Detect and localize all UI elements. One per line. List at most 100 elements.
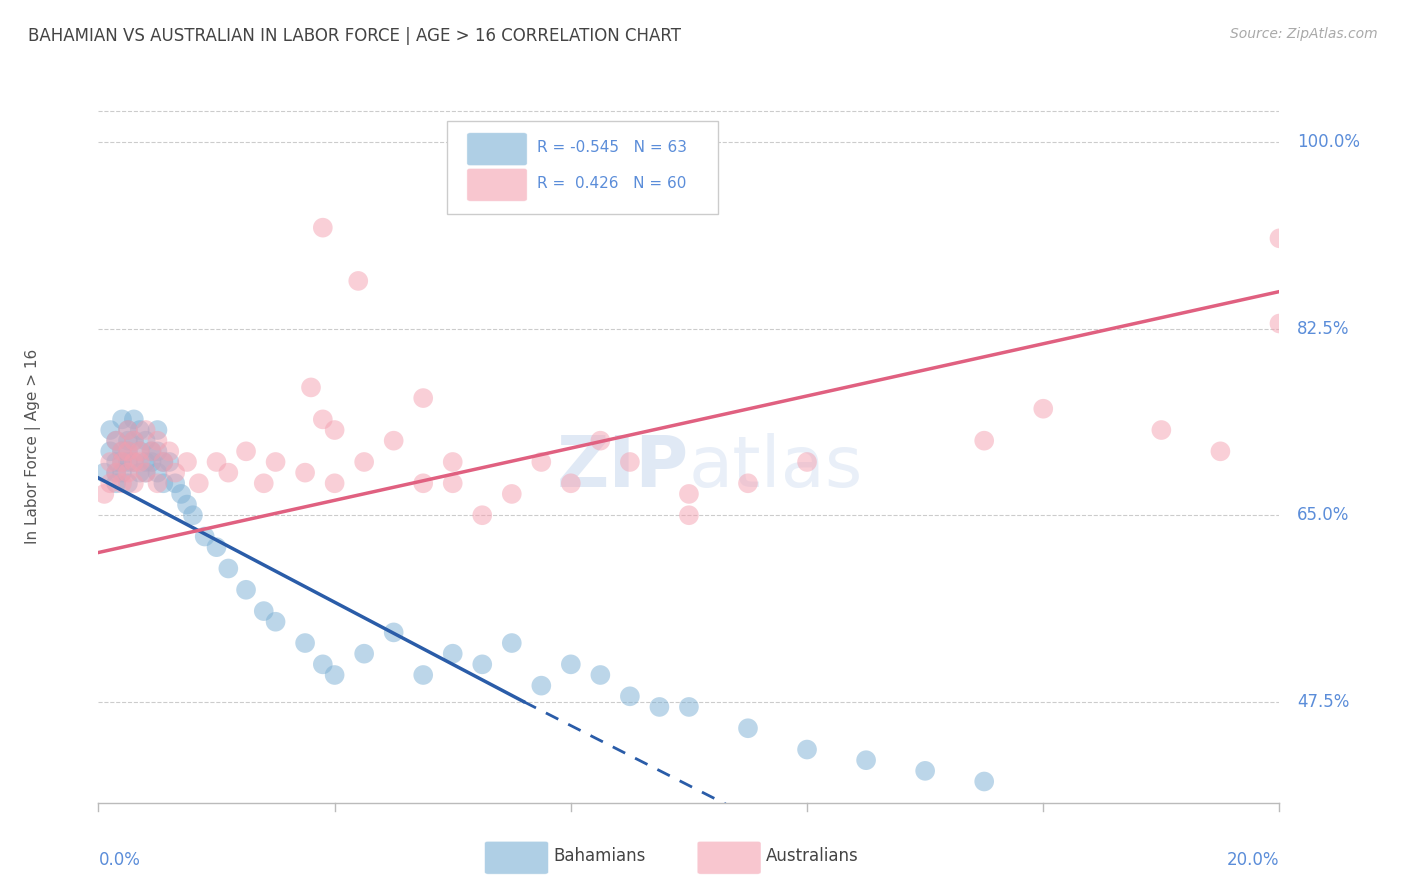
Point [117,476,139,491]
Point [312,657,335,672]
Point [98,444,121,458]
Point [146,444,169,458]
Point [441,455,464,469]
Point [412,476,434,491]
Point [560,476,582,491]
Point [122,455,145,469]
Text: 100.0%: 100.0% [1298,134,1360,152]
Point [382,625,405,640]
Point [441,647,464,661]
Point [111,476,134,491]
Point [117,434,139,448]
Point [157,455,180,469]
Point [294,636,316,650]
Point [1032,401,1054,416]
Point [194,529,217,543]
Point [737,721,759,735]
Point [165,476,187,491]
FancyBboxPatch shape [447,121,718,214]
FancyBboxPatch shape [467,169,527,202]
Point [98,455,121,469]
Point [141,455,163,469]
Point [264,455,287,469]
Point [122,476,145,491]
Point [111,466,134,480]
Point [152,455,174,469]
Point [176,498,198,512]
Text: Bahamians: Bahamians [553,847,645,865]
Point [1268,317,1291,331]
Point [1268,231,1291,245]
Point [619,455,641,469]
Point [128,444,150,458]
Point [128,455,150,469]
Point [187,476,209,491]
Point [135,434,157,448]
Point [312,220,335,235]
Text: ZIP: ZIP [557,433,689,502]
Text: 47.5%: 47.5% [1298,692,1350,711]
Point [170,487,193,501]
Point [181,508,204,523]
Point [323,668,346,682]
Point [648,700,671,714]
Point [122,434,145,448]
Point [253,604,276,618]
Point [111,412,134,426]
Point [973,774,995,789]
FancyBboxPatch shape [697,841,761,874]
Point [678,508,700,523]
Point [117,423,139,437]
Point [678,700,700,714]
Point [412,391,434,405]
Point [678,487,700,501]
Point [146,476,169,491]
Point [122,412,145,426]
Point [117,444,139,458]
Point [796,455,818,469]
Point [98,476,121,491]
Point [264,615,287,629]
Point [165,466,187,480]
Point [914,764,936,778]
Point [589,668,612,682]
Point [128,423,150,437]
Point [117,466,139,480]
Point [98,423,121,437]
Point [855,753,877,767]
Point [312,412,335,426]
Text: 20.0%: 20.0% [1227,851,1279,869]
Point [501,636,523,650]
Point [347,274,370,288]
Point [737,476,759,491]
Point [135,466,157,480]
Point [619,690,641,704]
Point [796,742,818,756]
Point [93,466,115,480]
Point [299,380,322,394]
Point [323,423,346,437]
Point [105,476,128,491]
Point [471,508,494,523]
Point [382,434,405,448]
Point [135,455,157,469]
Point [323,476,346,491]
Point [111,444,134,458]
Text: 0.0%: 0.0% [98,851,141,869]
Point [122,455,145,469]
Text: Source: ZipAtlas.com: Source: ZipAtlas.com [1230,27,1378,41]
Text: Australians: Australians [766,847,859,865]
Point [353,455,375,469]
Point [152,476,174,491]
Point [235,444,257,458]
Point [973,434,995,448]
Point [560,657,582,672]
Point [141,444,163,458]
Text: BAHAMIAN VS AUSTRALIAN IN LABOR FORCE | AGE > 16 CORRELATION CHART: BAHAMIAN VS AUSTRALIAN IN LABOR FORCE | … [28,27,681,45]
Text: atlas: atlas [689,433,863,502]
Point [128,466,150,480]
Point [146,423,169,437]
Point [105,434,128,448]
Text: R =  0.426   N = 60: R = 0.426 N = 60 [537,176,686,191]
Point [176,455,198,469]
